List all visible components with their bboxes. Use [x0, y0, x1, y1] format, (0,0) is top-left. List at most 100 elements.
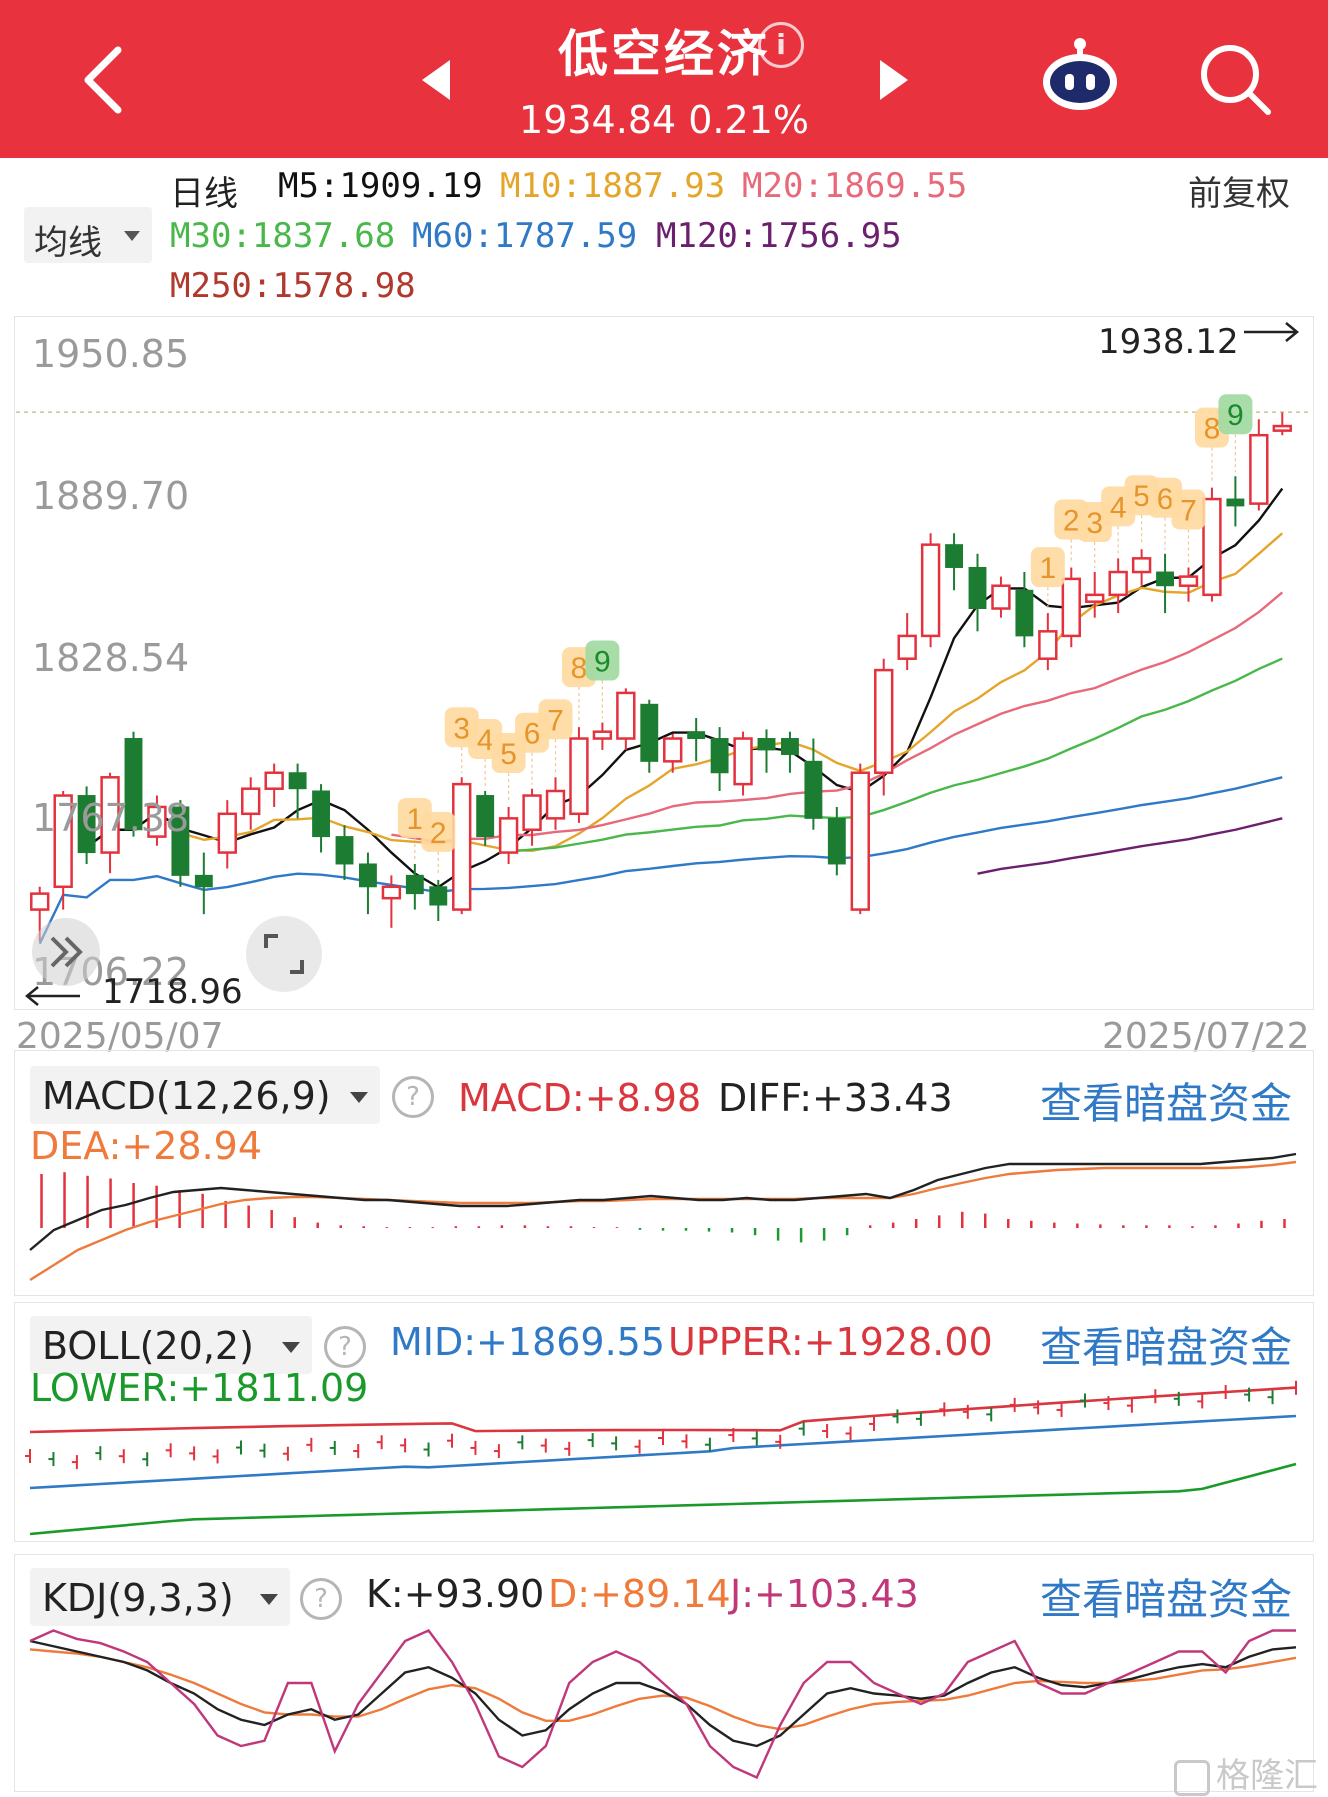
td-signal-label: 4	[477, 724, 494, 757]
candle-down	[687, 731, 706, 740]
candle-up	[264, 771, 284, 790]
kdj-dropdown[interactable]: KDJ(9,3,3)	[30, 1568, 290, 1626]
td-signal-label: 4	[1110, 491, 1127, 524]
candle-up	[616, 691, 636, 740]
ma-type-dropdown[interactable]: 均线	[24, 207, 152, 263]
candle-down	[476, 795, 495, 838]
macd-chart	[29, 1152, 1297, 1282]
td-signal-badge	[1218, 394, 1253, 435]
caret-down-icon	[282, 1342, 300, 1353]
macd-panel	[14, 1050, 1314, 1296]
td-signal-label: 7	[547, 704, 564, 737]
candle-down	[312, 790, 330, 838]
triangle-left-icon[interactable]	[420, 58, 454, 102]
index-price: 1934.84 0.21%	[519, 98, 809, 142]
candle-up	[1131, 557, 1152, 574]
td-signal-badge	[585, 640, 620, 681]
candle-up	[663, 737, 683, 763]
watermark-text: 格隆汇	[1216, 1756, 1318, 1796]
candle-down	[1015, 589, 1034, 637]
td-signal-label: 5	[1133, 480, 1150, 513]
ma5-value: M5:1909.19	[278, 166, 483, 206]
candle-up	[241, 787, 261, 816]
kdj-k-line	[29, 1639, 1297, 1748]
candle-down	[124, 738, 143, 831]
boll-dropdown-label: BOLL(20,2)	[42, 1324, 254, 1368]
double-chevron-right-icon[interactable]	[30, 916, 102, 988]
macd-value: MACD:+8.98	[458, 1076, 702, 1120]
watermark-logo: 格隆汇	[1174, 1748, 1318, 1797]
y-tick-3: 1828.54	[32, 636, 190, 680]
td-signal-label: 7	[1180, 494, 1197, 527]
candle-down	[781, 738, 799, 755]
boll-dropdown[interactable]: BOLL(20,2)	[30, 1316, 312, 1374]
candle-up	[874, 668, 894, 774]
candle-up	[498, 817, 519, 854]
help-icon[interactable]: ?	[392, 1076, 434, 1118]
ma120-value: M120:1756.95	[656, 216, 902, 256]
candle-up	[381, 885, 402, 900]
dark-pool-link-boll[interactable]: 查看暗盘资金	[1040, 1323, 1293, 1372]
candle-up	[100, 776, 120, 854]
td-signal-badge	[538, 699, 573, 740]
robot-assistant-icon[interactable]	[1040, 34, 1120, 114]
boll-upper-value: UPPER:+1928.00	[668, 1320, 993, 1364]
fullscreen-icon[interactable]	[244, 914, 324, 994]
adjust-toggle[interactable]: 前复权	[1188, 174, 1290, 214]
ma-line-120	[977, 817, 1283, 875]
candle-up	[850, 771, 870, 911]
td-signal-label: 6	[524, 718, 541, 751]
arrow-left-icon	[25, 986, 80, 1006]
candle-up	[991, 584, 1011, 610]
triangle-right-icon[interactable]	[876, 58, 910, 102]
dark-pool-link-kdj[interactable]: 查看暗盘资金	[1040, 1575, 1293, 1624]
y-tick-1: 1950.85	[32, 332, 190, 376]
diff-value: DIFF:+33.43	[718, 1076, 953, 1120]
info-icon[interactable]: i	[758, 22, 804, 68]
candle-up	[30, 892, 50, 911]
boll-lower-value: LOWER:+1811.09	[30, 1366, 369, 1410]
candle-down	[429, 886, 448, 906]
candle-up	[1202, 497, 1222, 597]
td-signal-label: 8	[1204, 413, 1221, 446]
ma20-value: M20:1869.55	[742, 166, 968, 206]
candle-up	[53, 794, 73, 889]
dark-pool-link-macd[interactable]: 查看暗盘资金	[1040, 1079, 1293, 1128]
candle-down	[945, 544, 963, 568]
candle-up	[1038, 630, 1058, 660]
candle-up	[920, 543, 941, 638]
main-chart-frame	[14, 316, 1314, 1010]
caret-down-icon	[260, 1594, 278, 1605]
candle-down	[1226, 498, 1245, 507]
diff-line	[29, 1152, 1297, 1251]
candle-down	[757, 738, 776, 751]
candle-down	[77, 795, 96, 854]
ma30-value: M30:1837.68	[170, 216, 396, 256]
macd-dropdown[interactable]: MACD(12,26,9)	[30, 1066, 380, 1124]
search-icon[interactable]	[1196, 40, 1276, 120]
candle-up	[1085, 593, 1105, 603]
candlestick-chart[interactable]: 1 23 4 56 78 912 3 4 5 6 78 9	[16, 318, 1312, 1008]
ma-line-10	[180, 532, 1284, 852]
candle-down	[804, 760, 823, 819]
ma-line-60	[38, 776, 1283, 945]
candle-up	[592, 730, 613, 740]
candle-up	[217, 812, 237, 854]
help-icon[interactable]: ?	[300, 1578, 342, 1620]
help-icon[interactable]: ?	[324, 1326, 366, 1368]
kdj-j-value: J:+103.43	[730, 1572, 919, 1616]
ma60-value: M60:1787.59	[412, 216, 638, 256]
candle-up	[147, 805, 167, 838]
td-signal-label: 2	[430, 817, 447, 850]
boll-lower-line	[29, 1462, 1297, 1536]
kdj-d-value: D:+89.14	[548, 1572, 731, 1616]
ma250-value: M250:1578.98	[170, 266, 416, 306]
candle-up	[522, 794, 542, 832]
dea-value: DEA:+28.94	[30, 1124, 263, 1168]
td-signal-badge	[1171, 489, 1206, 530]
td-signal-label: 5	[500, 738, 517, 771]
candle-up	[545, 789, 566, 820]
chevron-left-icon[interactable]	[78, 44, 128, 116]
candle-up	[733, 737, 753, 786]
kdj-j-line	[29, 1629, 1296, 1780]
